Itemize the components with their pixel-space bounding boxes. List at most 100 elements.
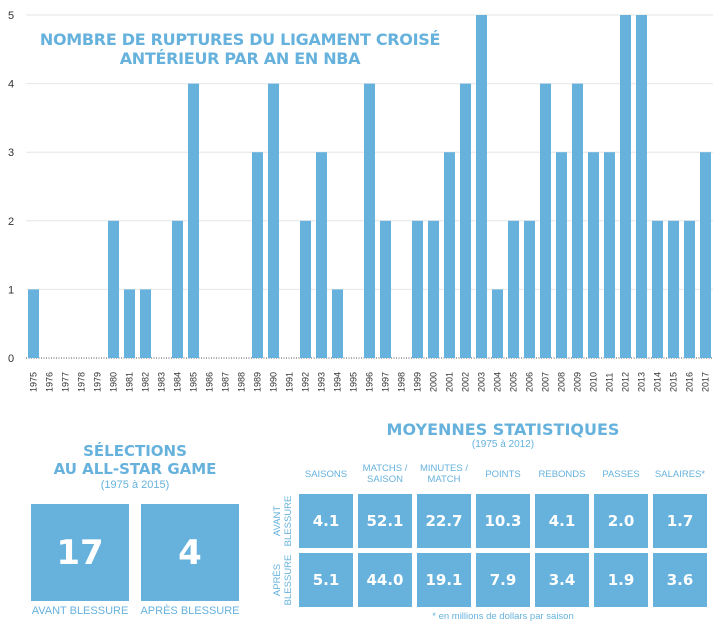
stats-column-header: POINTS <box>474 461 532 487</box>
x-tick-label: 2001 <box>445 372 455 392</box>
bar-2016 <box>684 220 695 358</box>
chart-title-line-2: ANTÉRIEUR PAR AN EN NBA <box>119 49 361 68</box>
x-tick-label: 1977 <box>61 372 71 392</box>
x-tick-label: 2012 <box>621 372 631 392</box>
bar-1980 <box>108 220 119 358</box>
x-tick-label: 2013 <box>637 372 647 392</box>
stats-column-header-line: SAISONS <box>304 468 348 480</box>
bar-1993 <box>316 152 327 358</box>
bar-1984 <box>172 220 183 358</box>
x-tick-label: 1985 <box>189 372 199 392</box>
stats-cell: 5.1 <box>299 553 353 607</box>
stats-row-label: APRÈS BLESSURE <box>272 553 298 607</box>
x-tick-label: 1983 <box>157 372 167 392</box>
x-tick-label: 2002 <box>461 372 471 392</box>
bar-1990 <box>268 83 279 358</box>
bar-1997 <box>380 220 391 358</box>
x-tick-label: 1998 <box>397 372 407 392</box>
stats-column-header-line: SAISON <box>367 474 403 485</box>
chart-title: NOMBRE DE RUPTURES DU LIGAMENT CROISÉ AN… <box>20 30 460 68</box>
y-tick-label: 2 <box>8 216 14 228</box>
bar-2017 <box>700 152 711 358</box>
stats-cell: 4.1 <box>535 494 589 548</box>
x-tick-label: 1997 <box>381 372 391 392</box>
y-tick-label: 3 <box>8 147 14 159</box>
x-tick-label: 1976 <box>45 372 55 392</box>
x-tick-label: 1986 <box>205 372 215 392</box>
allstar-after-label: APRÈS BLESSURE <box>140 605 240 617</box>
x-tick-label: 2009 <box>573 372 583 392</box>
bar-1992 <box>300 220 311 358</box>
stats-row-label-line: AVANT <box>272 505 283 537</box>
x-tick-label: 1982 <box>141 372 151 392</box>
bar-1975 <box>28 289 39 358</box>
x-tick-label: 1981 <box>125 372 135 392</box>
bar-2010 <box>588 152 599 358</box>
stats-column-header: MINUTES / MATCH <box>415 461 473 487</box>
x-tick-label: 2000 <box>429 372 439 392</box>
x-tick-label: 1988 <box>237 372 247 392</box>
bar-1981 <box>124 289 135 358</box>
stats-title: MOYENNES STATISTIQUES <box>386 420 620 439</box>
x-tick-label: 1979 <box>93 372 103 392</box>
stats-subtitle: (1975 à 2012) <box>471 439 535 450</box>
stats-footnote: * en millions de dollars par saison <box>432 611 574 622</box>
bar-1999 <box>412 220 423 358</box>
bar-2006 <box>524 220 535 358</box>
stats-column-header-line: REBONDS <box>538 468 586 480</box>
y-tick-label: 0 <box>8 353 14 365</box>
stats-cell: 22.7 <box>417 494 471 548</box>
stats-cell: 4.1 <box>299 494 353 548</box>
x-tick-label: 2011 <box>605 373 615 392</box>
x-tick-label: 1987 <box>221 372 231 392</box>
stats-row-label: AVANT BLESSURE <box>272 494 298 548</box>
allstar-subtitle: (1975 à 2015) <box>100 479 170 491</box>
stats-cell: 3.4 <box>535 553 589 607</box>
x-tick-label: 1990 <box>269 372 279 392</box>
x-tick-label: 1994 <box>333 372 343 392</box>
allstar-title-line-2: AU ALL-STAR GAME <box>53 460 217 478</box>
x-tick-label: 2010 <box>589 372 599 392</box>
x-tick-label: 2017 <box>701 372 711 392</box>
x-tick-label: 1992 <box>301 372 311 392</box>
bar-2005 <box>508 220 519 358</box>
stats-cell: 1.7 <box>653 494 707 548</box>
x-tick-label: 1996 <box>365 372 375 392</box>
bar-2013 <box>636 15 647 358</box>
stats-column-header-line: MINUTES / <box>419 463 469 474</box>
bar-2012 <box>620 15 631 358</box>
y-tick-label: 5 <box>8 10 14 22</box>
stats-column-header: REBONDS <box>533 461 591 487</box>
stats-row-label-line: BLESSURE <box>283 495 294 547</box>
bar-2007 <box>540 83 551 358</box>
x-tick-label: 1999 <box>413 372 423 392</box>
stats-cell: 19.1 <box>417 553 471 607</box>
stats-row-label-line: BLESSURE <box>283 554 294 606</box>
allstar-after-value: 4 <box>141 504 239 601</box>
x-tick-label: 1993 <box>317 372 327 392</box>
bar-1996 <box>364 83 375 358</box>
x-tick-label: 2004 <box>493 372 503 392</box>
x-tick-label: 1975 <box>29 372 39 392</box>
stats-cell: 7.9 <box>476 553 530 607</box>
x-tick-label: 1989 <box>253 372 263 392</box>
chart-title-line-1: NOMBRE DE RUPTURES DU LIGAMENT CROISÉ <box>39 30 441 49</box>
bar-1989 <box>252 152 263 358</box>
allstar-title: SÉLECTIONS AU ALL-STAR GAME <box>20 442 250 478</box>
bar-2011 <box>604 152 615 358</box>
stats-cell: 44.0 <box>358 553 412 607</box>
acl-ruptures-bar-chart: 0 1 2 3 4 5 1975 1976 1977 1978 1979 1980 1981 1982 1… <box>8 10 713 392</box>
bar-2004 <box>492 289 503 358</box>
stats-cell: 1.9 <box>594 553 648 607</box>
bar-2000 <box>428 220 439 358</box>
stats-column-header-line: MATCHS / <box>362 463 408 474</box>
bar-2014 <box>652 220 663 358</box>
y-tick-label: 4 <box>8 79 14 91</box>
stats-column-header: SAISONS <box>297 461 355 487</box>
x-tick-label: 1980 <box>109 372 119 392</box>
bar-2002 <box>460 83 471 358</box>
allstar-before-label: AVANT BLESSURE <box>31 605 129 617</box>
bar-2001 <box>444 152 455 358</box>
allstar-before-value: 17 <box>31 504 129 601</box>
x-tick-label: 2014 <box>653 372 663 392</box>
